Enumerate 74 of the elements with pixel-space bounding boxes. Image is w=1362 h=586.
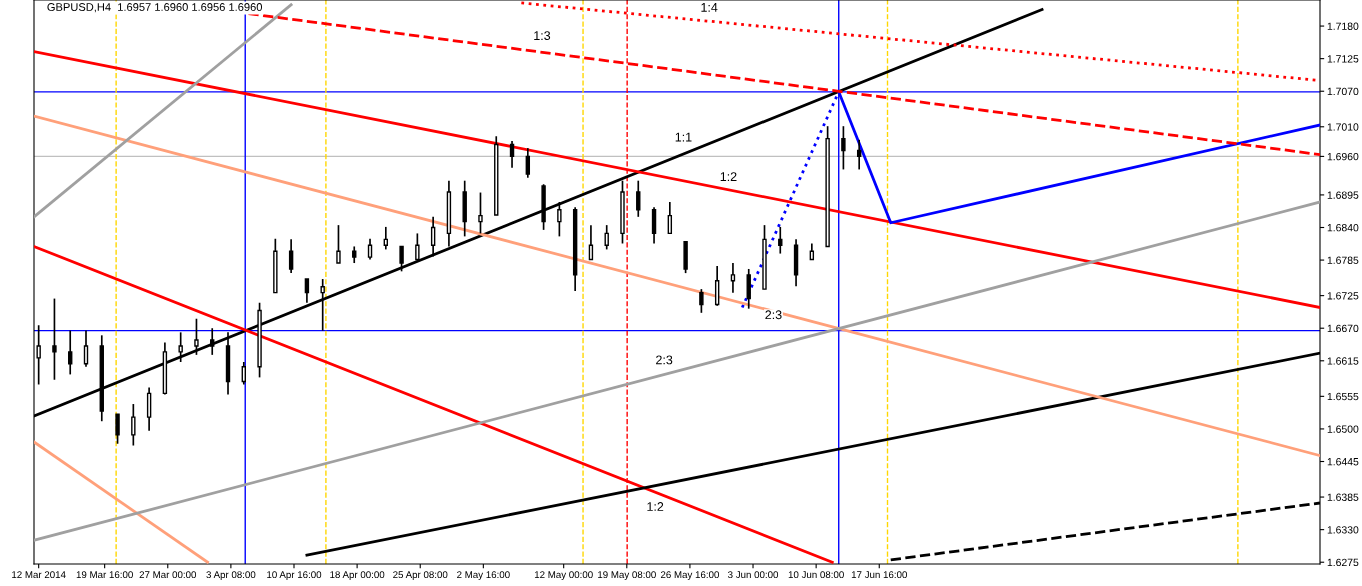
y-tick-label: 1.6330: [1327, 526, 1359, 534]
candlestick: [841, 125, 846, 171]
candlestick: [651, 206, 657, 245]
candlestick: [856, 138, 862, 171]
x-tick-label: 2 May 16:00: [457, 571, 510, 581]
candlestick: [636, 179, 641, 218]
candlestick: [399, 245, 404, 273]
candlestick: [68, 329, 73, 376]
candlestick: [778, 226, 783, 255]
candlestick: [83, 329, 89, 368]
x-tick-label: 12 Mar 2014: [12, 571, 66, 579]
candlestick: [746, 268, 751, 310]
x-tick-label: 10 Jun 08:00: [788, 571, 844, 579]
candlestick: [288, 238, 294, 274]
candlestick: [525, 147, 531, 179]
y-tick-label: 1.6960: [1327, 152, 1359, 161]
x-tick-label: 3 Apr 08:00: [206, 571, 256, 581]
y-tick-label: 1.6275: [1327, 558, 1359, 567]
candlestick: [478, 191, 483, 235]
candlestick: [557, 201, 562, 238]
candlestick: [714, 265, 720, 307]
candlestick: [320, 278, 325, 332]
candlestick: [194, 317, 199, 356]
candlestick: [367, 237, 373, 261]
y-tick-label: 1.7070: [1327, 87, 1359, 96]
candlestick: [146, 386, 152, 432]
x-tick-label: 17 Jun 16:00: [851, 571, 907, 579]
annotation: 1:2: [720, 172, 737, 181]
x-tick-label: 18 Apr 00:00: [330, 571, 385, 581]
candlestick: [588, 224, 594, 261]
y-tick-label: 1.6615: [1327, 357, 1359, 365]
candlestick: [336, 224, 341, 264]
candlestick: [667, 201, 673, 235]
candlestick: [730, 262, 736, 294]
candlestick: [115, 413, 120, 445]
y-tick-label: 1.6895: [1327, 191, 1359, 199]
candlestick: [509, 140, 515, 169]
y-tick-label: 1.6555: [1327, 392, 1359, 401]
x-tick-label: 27 Mar 00:00: [139, 571, 197, 579]
y-tick-label: 1.7125: [1327, 55, 1359, 63]
chart-title: GBPUSD,H4 1.6957 1.6960 1.6956 1.6960: [47, 3, 263, 13]
candlestick: [699, 288, 704, 314]
candlestick: [210, 327, 215, 356]
y-tick-label: 1.6385: [1327, 493, 1359, 501]
candlestick: [52, 297, 57, 381]
y-tick-label: 1.6725: [1327, 292, 1359, 300]
annotation: 1:4: [701, 3, 718, 12]
annotation: 1:3: [534, 31, 551, 41]
candlestick: [178, 331, 183, 363]
annotation: 2:3: [765, 310, 782, 320]
y-tick-label: 1.6670: [1327, 324, 1359, 333]
y-tick-label: 1.6445: [1327, 458, 1359, 466]
candlestick: [415, 232, 420, 261]
candlestick: [304, 278, 310, 304]
candlestick: [604, 224, 609, 251]
y-tick-label: 1.7010: [1327, 123, 1359, 131]
x-tick-label: 19 Mar 16:00: [76, 571, 133, 579]
x-tick-label: 10 Apr 16:00: [267, 571, 322, 581]
candlestick: [131, 403, 136, 447]
x-tick-label: 12 May 00:00: [534, 571, 593, 581]
x-tick-label: 3 Jun 00:00: [727, 571, 779, 579]
annotation: 2:3: [656, 355, 673, 365]
y-tick-label: 1.7180: [1327, 22, 1359, 30]
x-tick-label: 19 May 08:00: [598, 571, 656, 581]
y-tick-label: 1.6785: [1327, 256, 1359, 264]
annotation: 1:1: [675, 132, 692, 142]
y-tick-label: 1.6840: [1327, 224, 1359, 232]
annotation: 1:2: [647, 502, 664, 511]
y-tick-label: 1.6500: [1327, 425, 1359, 433]
candlestick: [383, 226, 389, 251]
candlestick: [241, 361, 246, 386]
x-tick-label: 25 Apr 08:00: [393, 571, 448, 581]
x-tick-label: 26 May 16:00: [660, 571, 719, 581]
candlestick: [430, 215, 436, 258]
